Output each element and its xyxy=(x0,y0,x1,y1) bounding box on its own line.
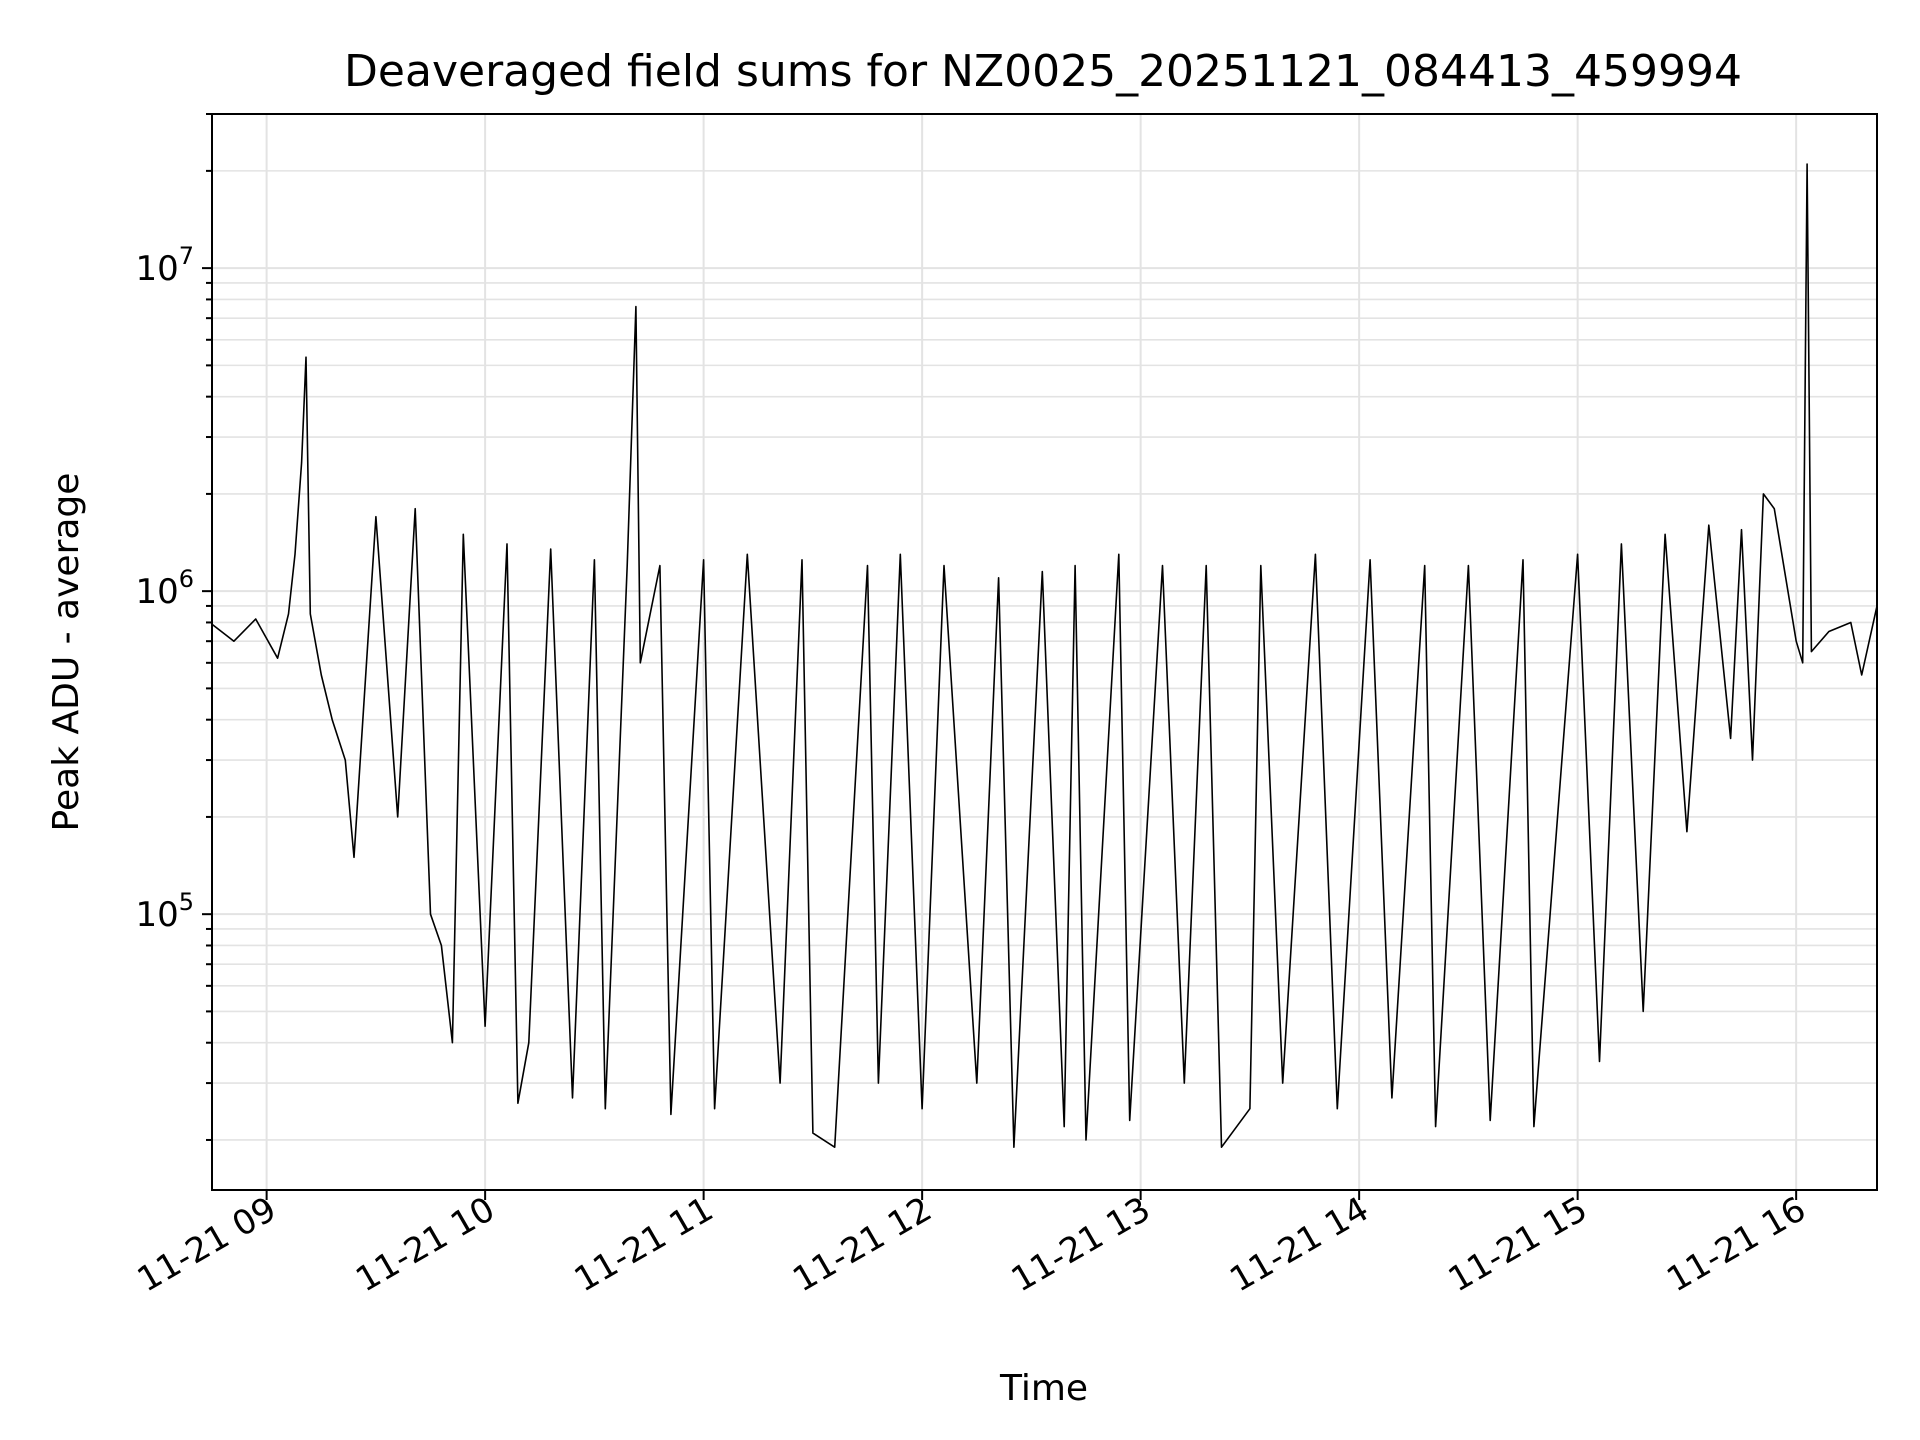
x-axis-label: Time xyxy=(999,1368,1088,1409)
series-line xyxy=(211,163,1878,1148)
y-tick-label: 105 xyxy=(135,888,194,935)
y-tick-label: 106 xyxy=(135,565,194,612)
y-tick-label: 107 xyxy=(135,242,194,289)
plot-area-frame xyxy=(211,113,1878,1191)
series-group xyxy=(211,163,1878,1148)
y-axis-label: Peak ADU - average xyxy=(46,473,87,832)
chart-title: Deaveraged field sums for NZ0025_2025112… xyxy=(344,46,1742,97)
